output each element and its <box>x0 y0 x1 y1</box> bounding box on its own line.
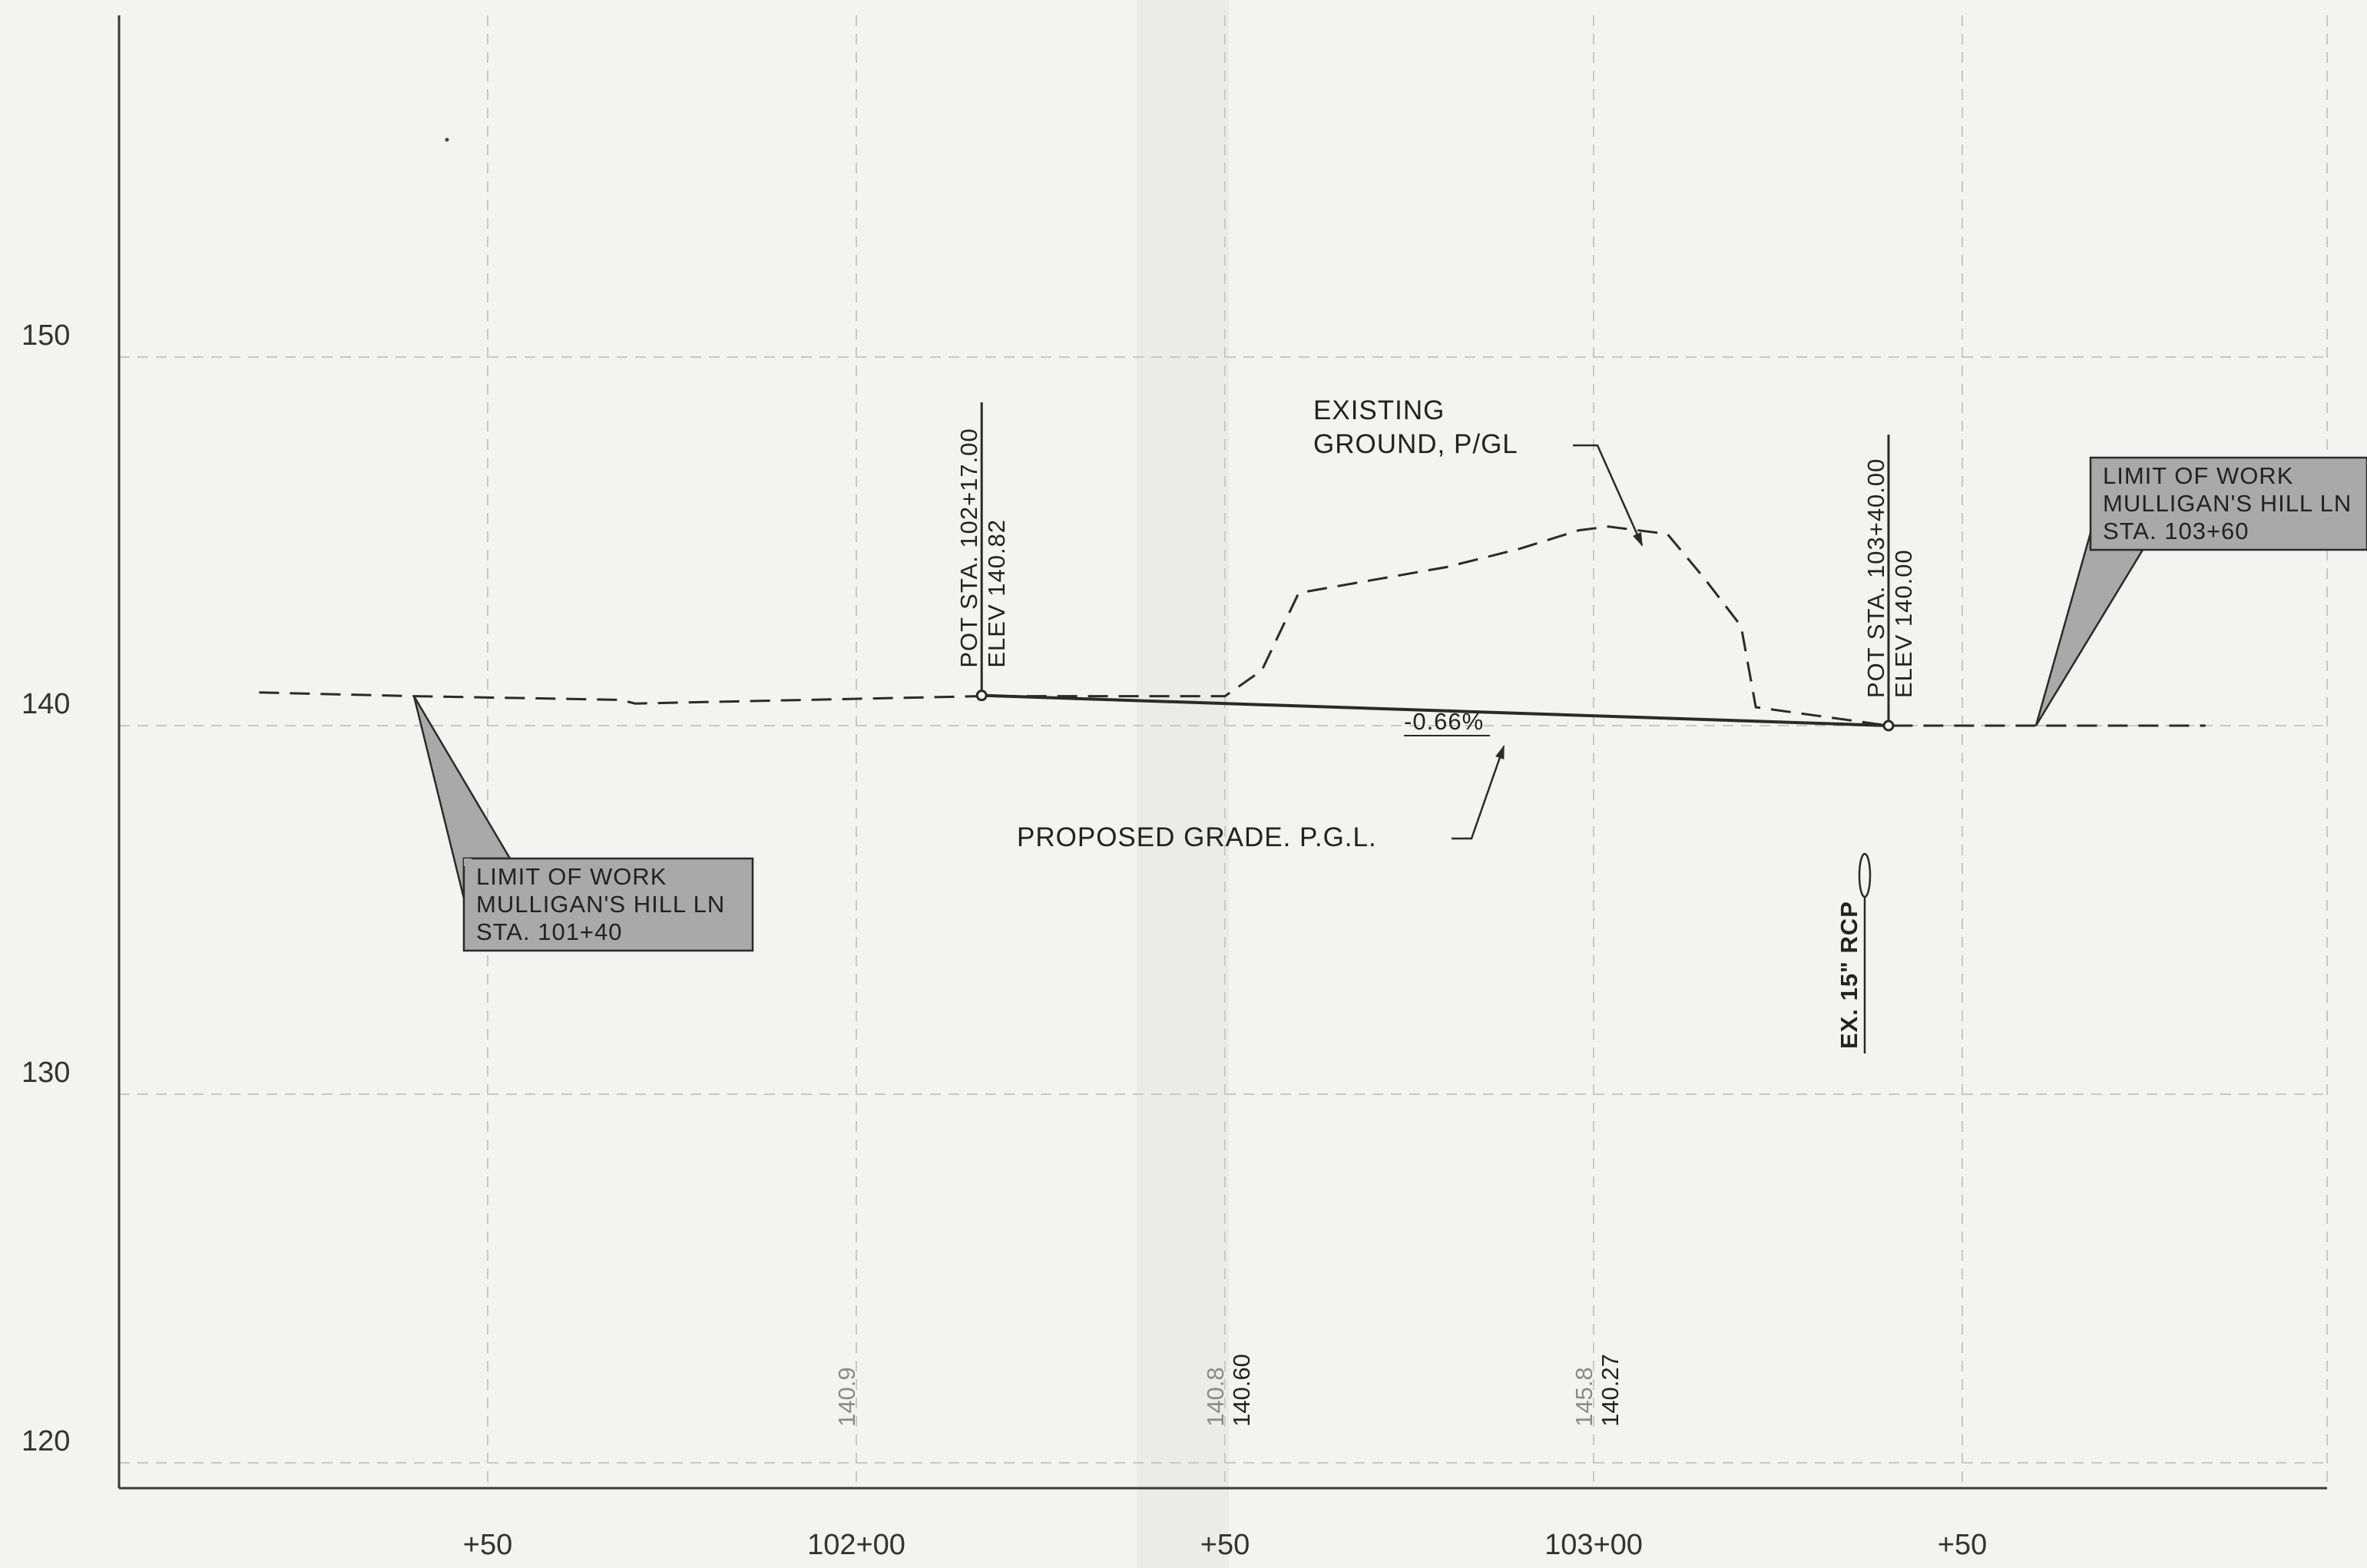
proposed-grade-callout: PROPOSED GRADE. P.G.L. <box>1017 745 1505 852</box>
slope-annotation: -0.66% <box>1404 708 1490 736</box>
existing-elevation-readout-0: 140.9 <box>833 1367 860 1427</box>
pot-point-102-17 <box>975 690 988 702</box>
limit-left-line-3: STA. 101+40 <box>476 918 623 945</box>
y-tick-label-0: 120 <box>22 1425 70 1457</box>
pot-103-40-elevation-label: ELEV 140.00 <box>1890 549 1917 698</box>
x-tick-label-4: +50 <box>1938 1529 1987 1561</box>
limit-of-work-right-callout: LIMIT OF WORK MULLIGAN'S HILL LN STA. 10… <box>2034 456 2367 726</box>
pot-102-17-station-label: POT STA. 102+17.00 <box>955 428 982 667</box>
limit-left-line-2: MULLIGAN'S HILL LN <box>476 891 725 918</box>
existing-ground-label-line-1: EXISTING <box>1313 395 1445 425</box>
limit-right-box <box>2089 456 2367 551</box>
y-tick-label-3: 150 <box>22 319 70 352</box>
bottom-elevation-readouts: 140.9 140.8 140.60 145.8 140.27 <box>833 1354 1624 1427</box>
x-tick-label-1: 102+00 <box>807 1529 905 1561</box>
proposed-elevation-readout-2: 140.27 <box>1597 1354 1624 1427</box>
proposed-elevation-readout-1: 140.60 <box>1228 1354 1255 1427</box>
y-tick-label-1: 130 <box>22 1057 70 1089</box>
x-tick-label-0: +50 <box>463 1529 512 1561</box>
y-axis-tick-labels: 120 130 140 150 <box>22 319 70 1457</box>
culvert-label: EX. 15" RCP <box>1836 901 1862 1049</box>
y-tick-label-2: 140 <box>22 688 70 720</box>
existing-elevation-readout-1: 140.8 <box>1202 1367 1229 1427</box>
paper-fold-shade <box>1137 0 1229 1568</box>
proposed-grade-label: PROPOSED GRADE. P.G.L. <box>1017 822 1377 852</box>
limit-right-line-3: STA. 103+60 <box>2103 518 2249 544</box>
pot-marker-103-40: POT STA. 103+40.00 ELEV 140.00 <box>1862 435 1917 732</box>
proposed-grade-line <box>982 693 1889 727</box>
limit-right-line-1: LIMIT OF WORK <box>2103 462 2293 489</box>
limit-left-seam <box>464 858 472 866</box>
limit-right-line-2: MULLIGAN'S HILL LN <box>2103 490 2352 517</box>
culvert-pipe-section-icon <box>1858 852 1872 898</box>
proposed-grade-leader-arrow <box>1452 745 1505 840</box>
existing-ground-label-line-2: GROUND, P/GL <box>1313 429 1518 459</box>
limit-left-box <box>462 857 754 952</box>
x-tick-label-3: 103+00 <box>1544 1529 1643 1561</box>
existing-culvert-symbol: EX. 15" RCP <box>1836 852 1872 1054</box>
slope-label: -0.66% <box>1404 708 1484 735</box>
pot-point-103-40 <box>1882 719 1895 732</box>
existing-ground-callout: EXISTING GROUND, P/GL <box>1313 395 1644 547</box>
x-axis-tick-labels: +50 102+00 +50 103+00 +50 <box>463 1529 1987 1561</box>
existing-elevation-readout-2: 145.8 <box>1571 1367 1597 1427</box>
paper-speck <box>445 137 449 142</box>
limit-right-pointer <box>2034 532 2145 726</box>
pot-102-17-elevation-label: ELEV 140.82 <box>983 519 1010 668</box>
pot-marker-102-17: POT STA. 102+17.00 ELEV 140.82 <box>955 402 1010 702</box>
existing-ground-line <box>259 525 2206 727</box>
pot-103-40-station-label: POT STA. 103+40.00 <box>1862 458 1889 698</box>
limit-of-work-left-callout: LIMIT OF WORK MULLIGAN'S HILL LN STA. 10… <box>412 695 754 952</box>
existing-ground-leader-arrow <box>1573 444 1644 547</box>
x-tick-label-2: +50 <box>1200 1529 1250 1561</box>
vertical-grid-lines <box>487 15 1963 1488</box>
limit-left-line-1: LIMIT OF WORK <box>476 863 667 890</box>
